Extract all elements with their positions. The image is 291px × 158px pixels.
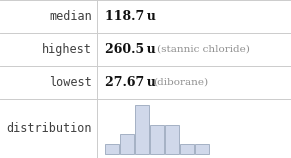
Text: (stannic chloride): (stannic chloride) bbox=[157, 45, 250, 54]
Text: lowest: lowest bbox=[49, 76, 92, 89]
Text: 118.7 u: 118.7 u bbox=[105, 10, 156, 23]
Bar bbox=[195, 144, 209, 154]
Text: distribution: distribution bbox=[6, 122, 92, 135]
Text: 260.5 u: 260.5 u bbox=[105, 43, 156, 56]
Bar bbox=[105, 144, 119, 154]
Text: (diborane): (diborane) bbox=[153, 78, 208, 87]
Bar bbox=[135, 105, 149, 154]
Bar bbox=[150, 125, 164, 154]
Bar bbox=[165, 125, 179, 154]
Text: highest: highest bbox=[42, 43, 92, 56]
Text: median: median bbox=[49, 10, 92, 23]
Text: 27.67 u: 27.67 u bbox=[105, 76, 156, 89]
Bar bbox=[120, 134, 134, 154]
Bar bbox=[180, 144, 194, 154]
